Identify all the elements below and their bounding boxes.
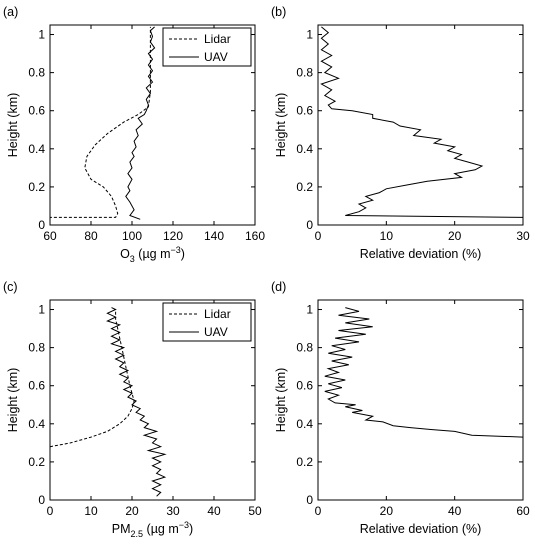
legend-label-uav: UAV — [204, 50, 228, 64]
x-tick-label: 40 — [207, 504, 221, 518]
legend-label-lidar: Lidar — [204, 32, 231, 46]
y-axis-label: Height (km) — [274, 368, 288, 433]
y-tick-label: 0.4 — [296, 142, 313, 156]
y-tick-label: 0.2 — [296, 180, 313, 194]
y-tick-label: 0.2 — [28, 455, 45, 469]
x-tick-label: 50 — [248, 504, 262, 518]
y-axis-label: Height (km) — [274, 93, 288, 158]
deviation-series-line — [320, 26, 523, 218]
y-tick-label: 0.2 — [296, 455, 313, 469]
x-tick-label: 10 — [380, 229, 394, 243]
legend: Lidar UAV — [162, 27, 252, 67]
plot-frame — [317, 24, 524, 226]
x-axis-label: Relative deviation (%) — [360, 522, 482, 536]
y-tick-label: 0.8 — [296, 66, 313, 80]
x-tick-label: 120 — [163, 229, 183, 243]
y-tick-label: 0.8 — [296, 341, 313, 355]
deviation-series-line — [324, 307, 523, 438]
plot-frame — [317, 299, 524, 501]
x-tick-label: 20 — [448, 229, 462, 243]
y-tick-label: 0.4 — [296, 417, 313, 431]
panel-a: 60 80 100 120 140 160 0 0.2 0.4 0.6 0.8 1 (a) Height … — [3, 5, 265, 264]
x-tick-label: 40 — [448, 504, 462, 518]
plot-frame — [49, 299, 256, 501]
uav-series-line — [106, 307, 167, 497]
panel-d: 0 20 40 60 0 0.2 0.4 0.6 0.8 1 (d) Height (km) Relat… — [271, 280, 530, 536]
plot-frame — [49, 24, 256, 226]
y-tick-label: 0.8 — [28, 341, 45, 355]
panel-label: (b) — [271, 5, 286, 19]
y-tick-label: 1 — [306, 303, 313, 317]
x-tick-label: 80 — [84, 229, 98, 243]
x-axis-label: Relative deviation (%) — [360, 247, 482, 261]
x-tick-label: 100 — [122, 229, 142, 243]
x-tick-label: 160 — [245, 229, 265, 243]
lidar-series-line — [50, 26, 151, 218]
y-tick-label: 0 — [38, 493, 45, 507]
x-tick-label: 140 — [204, 229, 224, 243]
x-tick-label: 30 — [516, 229, 530, 243]
x-axis-label: PM2.5 (µg m−3) — [112, 520, 193, 539]
panel-label: (c) — [3, 280, 18, 294]
y-axis-label: Height (km) — [6, 93, 20, 158]
y-tick-label: 0.2 — [28, 180, 45, 194]
x-tick-label: 60 — [43, 229, 57, 243]
y-tick-label: 0 — [306, 493, 313, 507]
legend: Lidar UAV — [162, 302, 252, 342]
panel-label: (a) — [3, 5, 18, 19]
panel-label: (d) — [271, 280, 286, 294]
x-tick-label: 60 — [516, 504, 530, 518]
uav-series-line — [125, 26, 156, 220]
x-tick-label: 0 — [315, 504, 322, 518]
y-tick-label: 0.6 — [296, 379, 313, 393]
legend-label-uav: UAV — [204, 325, 228, 339]
y-tick-label: 0.6 — [28, 104, 45, 118]
y-tick-label: 1 — [38, 303, 45, 317]
x-tick-label: 0 — [315, 229, 322, 243]
y-tick-label: 0 — [38, 218, 45, 232]
y-tick-label: 0.6 — [28, 379, 45, 393]
y-tick-label: 1 — [306, 28, 313, 42]
x-tick-label: 0 — [47, 504, 54, 518]
x-tick-label: 20 — [380, 504, 394, 518]
y-tick-label: 0.8 — [28, 66, 45, 80]
panel-b: 0 10 20 30 0 0.2 0.4 0.6 0.8 1 (b) Height (km) Relat… — [271, 5, 530, 261]
y-tick-label: 1 — [38, 28, 45, 42]
y-tick-label: 0.6 — [296, 104, 313, 118]
y-axis-label: Height (km) — [6, 368, 20, 433]
x-tick-label: 10 — [84, 504, 98, 518]
y-tick-label: 0 — [306, 218, 313, 232]
y-tick-label: 0.4 — [28, 142, 45, 156]
x-axis-label: O3 (µg m−3) — [120, 245, 185, 264]
x-tick-label: 20 — [125, 504, 139, 518]
x-tick-label: 30 — [166, 504, 180, 518]
legend-label-lidar: Lidar — [204, 307, 231, 321]
panel-c: 0 10 20 30 40 50 0 0.2 0.4 0.6 0.8 1 (c) Height (km) P… — [3, 280, 262, 539]
y-tick-label: 0.4 — [28, 417, 45, 431]
lidar-series-line — [50, 309, 135, 448]
